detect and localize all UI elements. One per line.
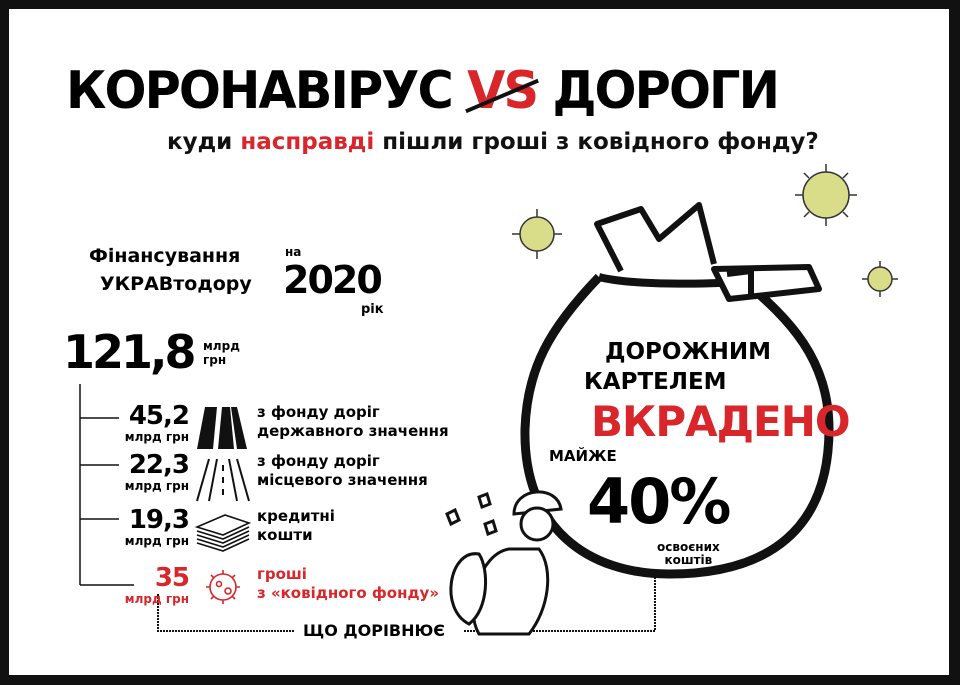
item-unit: млрд грн bbox=[124, 430, 189, 444]
bag-stolen: ВКРАДЕНО bbox=[591, 397, 851, 446]
infographic: КОРОНАВІРУС VS ДОРОГИ куди насправді піш… bbox=[9, 9, 949, 675]
item-value: 22,3 bbox=[128, 450, 190, 480]
bag-note-line1: освоєних bbox=[657, 540, 720, 554]
title-part2: ДОРОГИ bbox=[552, 61, 780, 121]
total-unit-line2: грн bbox=[203, 353, 227, 367]
virus-icon-large bbox=[512, 164, 898, 297]
item-desc: гроші з «ковідного фонду» bbox=[257, 565, 439, 603]
item-desc: кредитні кошти bbox=[257, 507, 335, 545]
item-value: 45,2 bbox=[128, 401, 190, 431]
subtitle: куди насправді пішли гроші з ковідного ф… bbox=[167, 131, 819, 154]
bag-note: освоєних коштів bbox=[657, 541, 720, 567]
item-desc-line2: місцевого значення bbox=[257, 471, 428, 489]
item-desc: з фонду доріг місцевого значення bbox=[257, 452, 428, 490]
connector-lines bbox=[79, 164, 898, 636]
funding-year: 2020 bbox=[283, 258, 383, 302]
funding-on: на bbox=[285, 245, 302, 259]
total-unit-line1: млрд bbox=[203, 339, 240, 353]
money-bag-illustration bbox=[520, 202, 834, 579]
item-desc-line2: кошти bbox=[257, 526, 313, 544]
item-desc-line1: кредитні bbox=[257, 507, 335, 525]
title-part1: КОРОНАВІРУС bbox=[66, 61, 454, 121]
item-unit: млрд грн bbox=[124, 479, 189, 493]
equals-label: ЩО ДОРІВНЮЄ bbox=[299, 623, 450, 639]
funding-year-word: рік bbox=[361, 302, 384, 317]
funding-line1: Фінансування bbox=[89, 245, 241, 267]
total-unit: млрд грн bbox=[203, 339, 240, 367]
item-unit: млрд грн bbox=[124, 534, 189, 548]
item-desc-line1: з фонду доріг bbox=[257, 452, 380, 470]
bag-note-line2: коштів bbox=[664, 553, 713, 567]
item-desc-line2: з «ковідного фонду» bbox=[257, 584, 440, 602]
title: КОРОНАВІРУС VS ДОРОГИ bbox=[66, 65, 780, 117]
item-desc: з фонду доріг державного значення bbox=[257, 403, 449, 441]
subtitle-before: куди bbox=[167, 129, 241, 155]
item-value: 19,3 bbox=[128, 505, 190, 535]
item-value: 35 bbox=[154, 563, 190, 593]
total-value: 121,8 bbox=[63, 325, 197, 379]
virus-icon-small bbox=[206, 570, 240, 604]
bag-almost: МАЙЖЕ bbox=[549, 447, 617, 465]
bag-percent: 40% bbox=[587, 465, 731, 538]
item-desc-line2: державного значення bbox=[257, 422, 449, 440]
funding-line2: УКРАВтодору bbox=[100, 273, 252, 295]
item-desc-line1: гроші bbox=[257, 565, 307, 583]
subtitle-after: пішли гроші з ковідного фонду? bbox=[374, 129, 819, 155]
bag-line1: ДОРОЖНИМ bbox=[605, 339, 771, 365]
bag-line2: КАРТЕЛЕМ bbox=[584, 369, 727, 395]
highway-icon bbox=[197, 407, 247, 449]
subtitle-highlight: насправді bbox=[240, 129, 375, 155]
money-stack-icon bbox=[194, 514, 252, 552]
local-road-icon bbox=[196, 458, 250, 502]
title-vs: VS bbox=[467, 61, 539, 121]
worker-illustration bbox=[445, 490, 563, 636]
item-desc-line1: з фонду доріг bbox=[257, 403, 380, 421]
item-unit: млрд грн bbox=[124, 592, 189, 606]
